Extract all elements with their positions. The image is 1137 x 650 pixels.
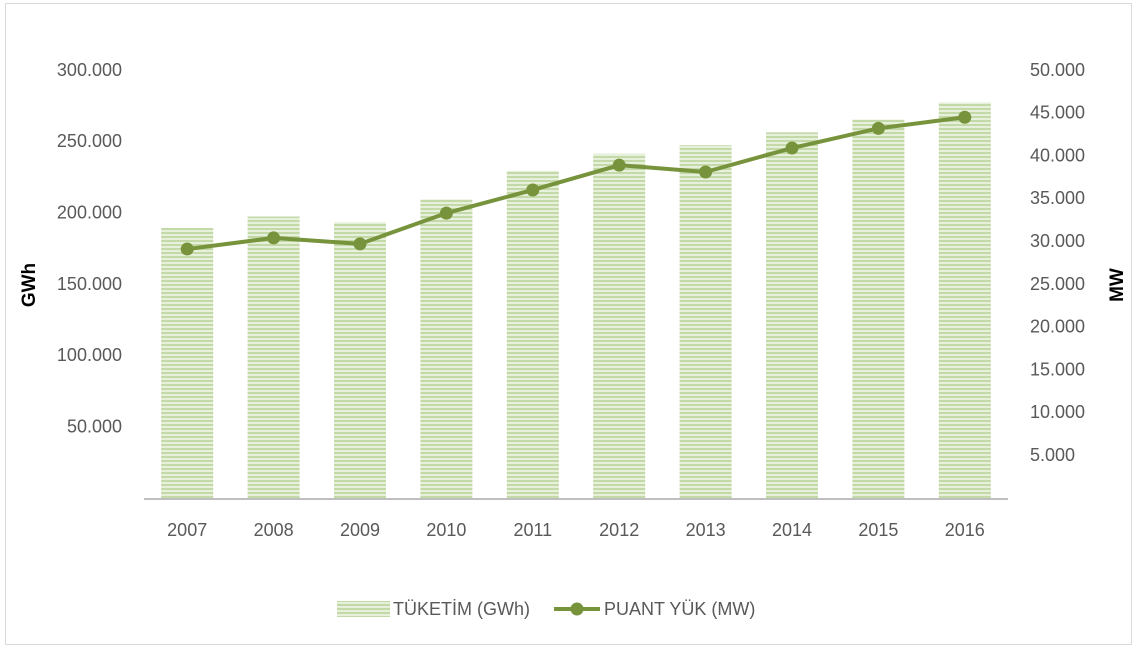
legend-label: PUANT YÜK (MW) — [604, 599, 755, 619]
x-tick-label: 2012 — [599, 520, 639, 540]
x-tick-label: 2009 — [340, 520, 380, 540]
marker — [871, 121, 885, 135]
legend-marker — [570, 602, 584, 616]
y-tick-label: 50.000 — [67, 416, 122, 436]
y-tick-label: 100.000 — [57, 345, 122, 365]
y2-tick-label: 40.000 — [1030, 145, 1085, 165]
legend-swatch — [337, 601, 390, 617]
bar — [334, 222, 386, 499]
bar — [161, 227, 214, 499]
x-tick-label: 2014 — [772, 520, 812, 540]
x-tick-label: 2008 — [254, 520, 294, 540]
bar — [766, 132, 818, 499]
line — [186, 115, 966, 252]
legend-label: TÜKETİM (GWh) — [393, 599, 530, 619]
bar — [420, 199, 473, 499]
marker — [785, 141, 799, 155]
bar — [247, 216, 300, 499]
x-tick-label: 2015 — [858, 520, 898, 540]
marker — [526, 183, 540, 197]
marker — [353, 237, 367, 251]
marker — [180, 242, 194, 256]
bar — [938, 102, 991, 500]
y2-tick-label: 25.000 — [1030, 274, 1085, 294]
y2-tick-label: 20.000 — [1030, 317, 1085, 337]
marker — [439, 206, 453, 220]
x-tick-label: 2007 — [167, 520, 207, 540]
y-tick-label: 300.000 — [57, 60, 122, 80]
y-axis-label: GWh — [19, 263, 40, 307]
y2-tick-label: 30.000 — [1030, 231, 1085, 251]
y-tick-label: 200.000 — [57, 202, 122, 222]
y-tick-label: 150.000 — [57, 274, 122, 294]
y-tick-label: 250.000 — [57, 131, 122, 151]
bar — [506, 170, 559, 499]
x-tick-label: 2011 — [513, 520, 552, 540]
x-tick-label: 2016 — [945, 520, 985, 540]
marker — [267, 231, 281, 245]
y2-tick-label: 35.000 — [1030, 188, 1085, 208]
marker — [958, 110, 972, 124]
bar — [593, 153, 646, 499]
marker — [612, 158, 626, 172]
y2-tick-label: 50.000 — [1030, 60, 1085, 80]
marker — [699, 165, 713, 179]
y2-tick-label: 15.000 — [1030, 359, 1085, 379]
y2-tick-label: 10.000 — [1030, 402, 1085, 422]
x-tick-label: 2013 — [686, 520, 726, 540]
bar — [852, 119, 905, 500]
y2-tick-label: 45.000 — [1030, 103, 1085, 123]
bar — [679, 145, 732, 500]
y2-axis-label: MW — [1107, 268, 1128, 302]
y2-tick-label: 5.000 — [1030, 445, 1075, 465]
x-tick-label: 2010 — [426, 520, 466, 540]
